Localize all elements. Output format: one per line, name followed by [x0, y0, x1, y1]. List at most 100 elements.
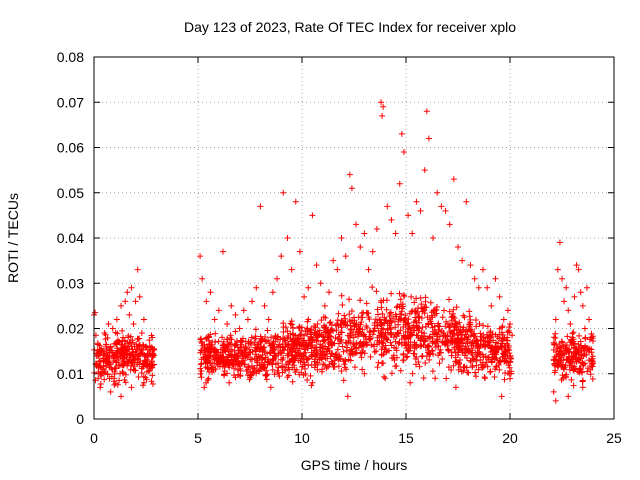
data-point: [404, 353, 411, 360]
data-point: [130, 357, 137, 364]
data-point: [125, 360, 132, 367]
data-point: [319, 366, 326, 373]
data-point: [491, 374, 498, 381]
data-point: [558, 364, 565, 371]
data-point: [486, 339, 493, 346]
data-point: [237, 373, 244, 380]
data-point: [431, 330, 438, 337]
data-point: [338, 368, 345, 375]
data-point: [435, 342, 442, 349]
data-point: [253, 284, 260, 291]
data-point: [423, 108, 430, 115]
data-point: [345, 338, 352, 345]
data-point: [387, 339, 394, 346]
data-point: [418, 335, 425, 342]
data-point: [584, 365, 591, 372]
data-point: [267, 384, 274, 391]
data-point: [405, 212, 412, 219]
data-point: [396, 316, 403, 323]
data-point: [322, 314, 329, 321]
data-point: [577, 289, 584, 296]
data-point: [266, 349, 273, 356]
data-point: [418, 329, 425, 336]
data-point: [267, 342, 274, 349]
data-point: [138, 330, 145, 337]
data-point: [504, 328, 511, 335]
data-point: [496, 357, 503, 364]
data-point: [278, 364, 285, 371]
data-point: [400, 291, 407, 298]
data-point: [206, 342, 213, 349]
data-point: [265, 316, 272, 323]
data-point: [347, 332, 354, 339]
data-point: [308, 333, 315, 340]
data-point: [589, 358, 596, 365]
data-point: [378, 325, 385, 332]
data-point: [579, 377, 586, 384]
data-point: [130, 366, 137, 373]
data-point: [449, 335, 456, 342]
data-point: [242, 344, 249, 351]
data-point: [288, 266, 295, 273]
data-point: [467, 358, 474, 365]
data-point: [237, 339, 244, 346]
data-point: [105, 320, 112, 327]
data-point: [481, 374, 488, 381]
data-point: [361, 230, 368, 237]
data-point: [282, 337, 289, 344]
data-point: [463, 198, 470, 205]
data-point: [331, 360, 338, 367]
data-point: [551, 341, 558, 348]
data-point: [496, 293, 503, 300]
data-point: [116, 377, 123, 384]
data-point: [257, 333, 264, 340]
data-point: [371, 349, 378, 356]
data-point: [271, 350, 278, 357]
data-point: [422, 360, 429, 367]
data-point: [454, 346, 461, 353]
data-point: [292, 337, 299, 344]
data-point: [149, 380, 156, 387]
data-point: [224, 320, 231, 327]
data-point: [567, 360, 574, 367]
data-point: [275, 360, 282, 367]
data-point: [308, 382, 315, 389]
data-point: [92, 309, 99, 316]
data-point: [504, 334, 511, 341]
data-point: [422, 294, 429, 301]
data-point: [475, 366, 482, 373]
data-point: [254, 341, 261, 348]
data-point: [392, 363, 399, 370]
y-tick-label: 0.07: [57, 94, 84, 110]
data-point: [269, 361, 276, 368]
data-point: [378, 99, 385, 106]
data-point: [453, 304, 460, 311]
data-point: [239, 335, 246, 342]
data-point: [398, 130, 405, 137]
data-point: [120, 352, 127, 359]
data-point: [485, 339, 492, 346]
data-point: [132, 348, 139, 355]
data-point: [396, 290, 403, 297]
data-point: [101, 330, 108, 337]
data-point: [475, 284, 482, 291]
data-point: [206, 340, 213, 347]
data-point: [359, 366, 366, 373]
data-point: [393, 333, 400, 340]
data-point: [482, 375, 489, 382]
data-point: [373, 348, 380, 355]
data-point: [240, 307, 247, 314]
data-point: [502, 347, 509, 354]
data-point: [288, 351, 295, 358]
data-point: [346, 350, 353, 357]
data-point: [219, 334, 226, 341]
data-point: [226, 352, 233, 359]
data-point: [589, 353, 596, 360]
data-point: [588, 334, 595, 341]
y-tick-label: 0.04: [57, 230, 84, 246]
data-point: [135, 374, 142, 381]
data-point: [302, 349, 309, 356]
data-point: [577, 366, 584, 373]
data-point: [262, 372, 269, 379]
